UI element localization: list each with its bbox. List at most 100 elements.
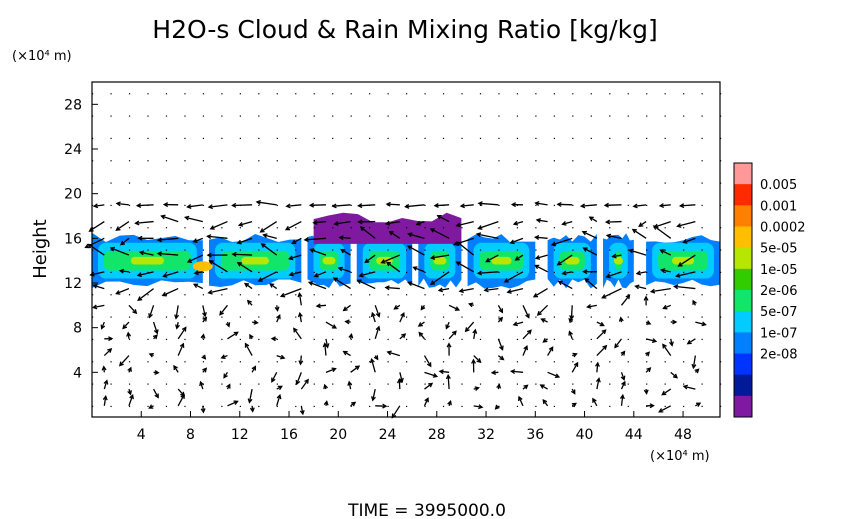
wind-arrow-head bbox=[534, 255, 541, 260]
grid-dot bbox=[110, 137, 112, 140]
wind-arrow bbox=[504, 271, 524, 283]
wind-arrow bbox=[94, 204, 105, 207]
wind-arrow-head bbox=[645, 351, 651, 357]
grid-dot bbox=[498, 115, 500, 117]
grid-dot bbox=[590, 316, 592, 318]
grid-dot bbox=[332, 137, 334, 140]
grid-dot bbox=[461, 405, 463, 408]
grid-dot bbox=[442, 160, 445, 162]
grid-dot bbox=[406, 115, 408, 117]
wind-arrow bbox=[260, 221, 278, 233]
wind-arrow bbox=[680, 204, 696, 207]
wind-arrow-head bbox=[628, 248, 634, 254]
wind-arrow-head bbox=[202, 367, 208, 373]
wind-arrow-head bbox=[676, 223, 682, 228]
wind-arrow bbox=[614, 338, 623, 348]
wind-arrow bbox=[570, 305, 573, 320]
wind-arrow-head bbox=[192, 238, 198, 243]
wind-arrow bbox=[515, 254, 524, 261]
wind-arrow-head bbox=[429, 255, 436, 260]
grid-dot bbox=[147, 204, 149, 207]
wind-arrow bbox=[562, 220, 573, 225]
grid-dot bbox=[572, 227, 574, 229]
grid-dot bbox=[387, 137, 389, 140]
wind-arrow-head bbox=[404, 203, 410, 209]
wind-arrow bbox=[157, 237, 179, 241]
wind-arrow-head bbox=[298, 360, 304, 366]
grid-dot bbox=[295, 271, 297, 274]
wind-arrow-head bbox=[359, 226, 365, 232]
wind-arrow bbox=[645, 338, 657, 343]
grid-dot bbox=[184, 383, 186, 385]
grid-dot bbox=[664, 137, 666, 140]
wind-arrow-head bbox=[407, 232, 413, 238]
wind-arrow-head bbox=[477, 201, 483, 207]
grid-dot bbox=[590, 93, 592, 95]
grid-dot bbox=[221, 115, 223, 117]
wind-arrow-head bbox=[103, 379, 109, 385]
wind-arrow bbox=[85, 237, 105, 249]
grid-dot bbox=[165, 316, 168, 318]
grid-dot bbox=[332, 115, 334, 117]
wind-arrow-head bbox=[603, 202, 609, 208]
grid-dot bbox=[701, 271, 703, 274]
grid-dot bbox=[572, 271, 574, 274]
wind-arrow bbox=[360, 226, 376, 239]
grid-dot bbox=[202, 405, 205, 408]
cloud-core bbox=[130, 256, 165, 265]
grid-dot bbox=[627, 115, 629, 117]
wind-arrow bbox=[522, 329, 532, 340]
grid-dot bbox=[184, 316, 186, 318]
wind-arrow-head bbox=[138, 250, 145, 256]
wind-arrow bbox=[299, 355, 302, 365]
grid-dot bbox=[202, 227, 205, 229]
wind-arrow-head bbox=[255, 199, 261, 205]
grid-dot bbox=[147, 115, 149, 117]
grid-dot bbox=[387, 316, 389, 318]
wind-arrow bbox=[654, 220, 671, 228]
colorbar-label: 5e-05 bbox=[760, 242, 798, 257]
x-tick-label: 20 bbox=[329, 427, 347, 443]
wind-arrow bbox=[300, 379, 309, 390]
grid-dot bbox=[369, 204, 371, 207]
wind-arrow-head bbox=[280, 354, 286, 360]
wind-arrow bbox=[280, 287, 302, 297]
grid-dot bbox=[313, 160, 315, 162]
wind-arrow-head bbox=[100, 324, 106, 330]
wind-arrow bbox=[350, 365, 360, 373]
grid-dot bbox=[461, 383, 463, 385]
wind-arrow bbox=[210, 220, 228, 230]
grid-dot bbox=[609, 294, 611, 296]
wind-arrow bbox=[695, 321, 706, 326]
grid-dot bbox=[165, 271, 168, 274]
grid-dot bbox=[369, 294, 371, 296]
grid-dot bbox=[110, 93, 112, 95]
wind-arrow bbox=[558, 280, 573, 290]
wind-arrow bbox=[372, 388, 376, 401]
wind-arrow bbox=[661, 269, 671, 273]
wind-arrow-head bbox=[582, 269, 588, 275]
wind-arrow-head bbox=[406, 245, 413, 250]
grid-dot bbox=[479, 383, 482, 385]
wind-arrow bbox=[571, 362, 579, 373]
grid-dot bbox=[590, 271, 592, 274]
grid-dot bbox=[406, 405, 408, 408]
grid-dot bbox=[646, 405, 648, 408]
grid-dot bbox=[147, 137, 149, 140]
grid-dot bbox=[553, 316, 555, 318]
wind-arrow bbox=[128, 395, 134, 407]
wind-arrow-head bbox=[181, 326, 187, 332]
wind-arrow bbox=[163, 271, 179, 277]
grid-dot bbox=[590, 204, 592, 207]
wind-arrow-head bbox=[375, 325, 381, 331]
grid-dot bbox=[627, 405, 629, 408]
grid-dot bbox=[424, 271, 426, 274]
grid-dot bbox=[553, 204, 555, 207]
wind-arrow-head bbox=[701, 321, 707, 327]
grid-dot bbox=[701, 137, 703, 140]
grid-dot bbox=[258, 383, 260, 385]
grid-dot bbox=[498, 316, 500, 318]
wind-arrow-head bbox=[312, 219, 318, 225]
grid-dot bbox=[572, 160, 574, 162]
wind-arrow-head bbox=[271, 377, 276, 383]
